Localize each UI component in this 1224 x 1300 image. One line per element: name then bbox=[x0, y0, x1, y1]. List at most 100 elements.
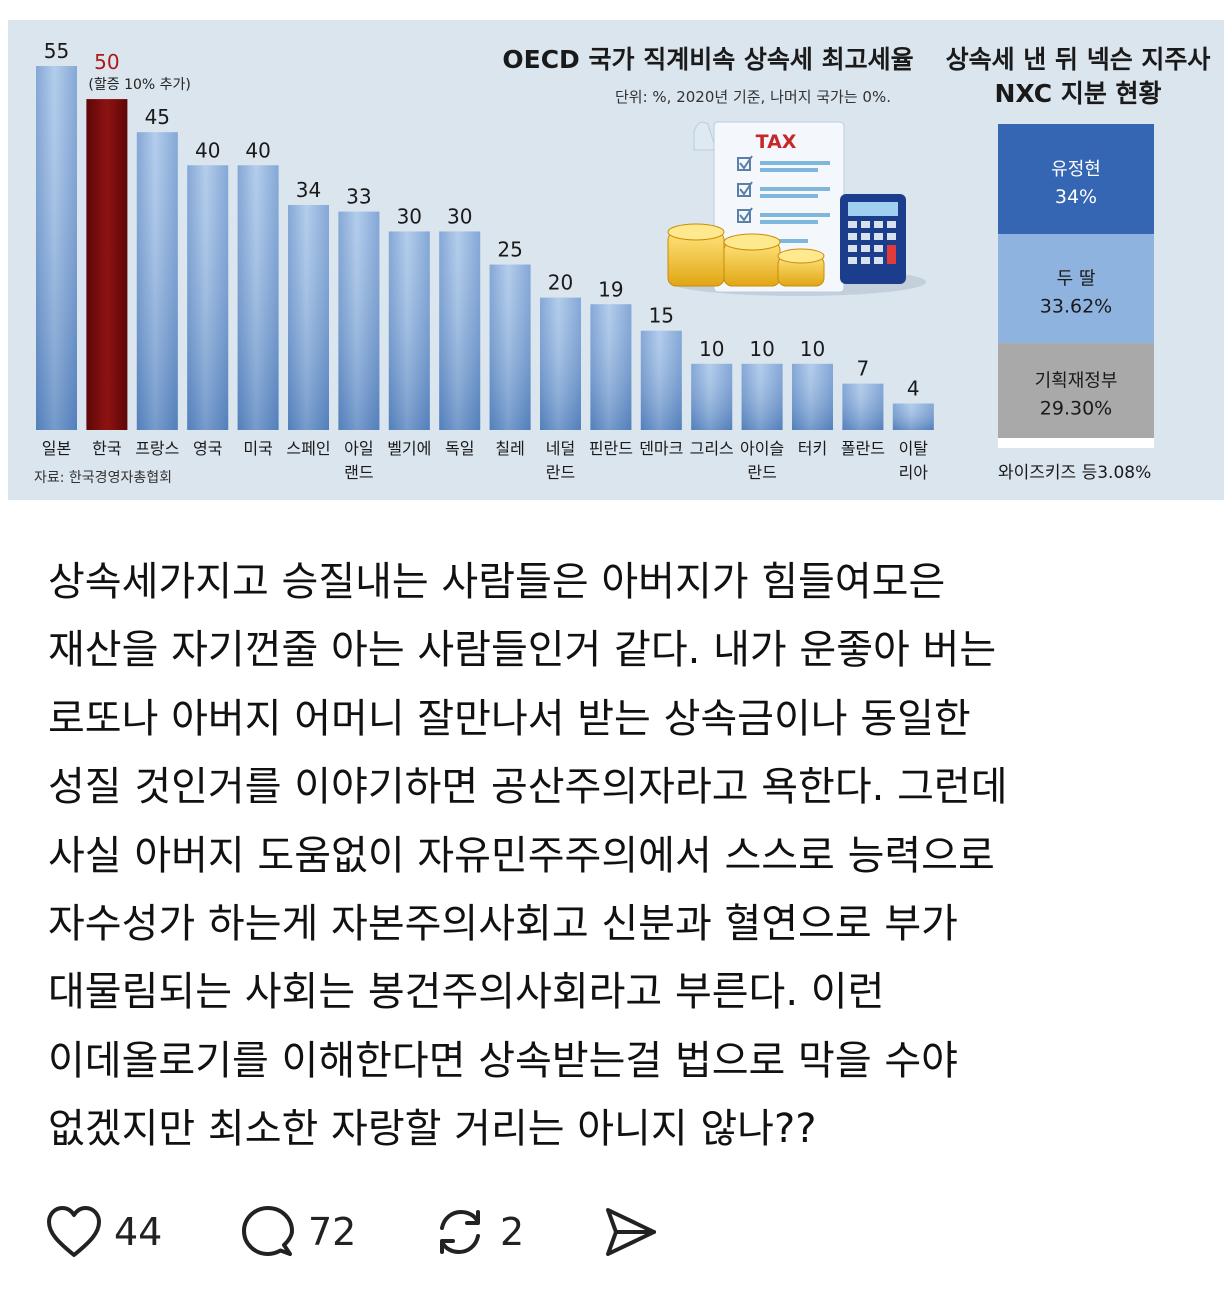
nxc-stacked-bar: 유정현 34% 두 딸 33.62% 기획재정부 29.30% bbox=[998, 124, 1154, 448]
category-label: 란드 bbox=[747, 463, 776, 482]
bar-shade bbox=[842, 383, 884, 430]
bar-shade bbox=[36, 66, 77, 430]
bar-shade bbox=[338, 211, 380, 430]
bar-shade bbox=[590, 304, 632, 430]
bar-value-label: 15 bbox=[649, 304, 674, 328]
category-label: 덴마크 bbox=[639, 439, 683, 458]
post-text-line: 상속세가지고 승질내는 사람들은 아버지가 힘들여모은 bbox=[48, 559, 946, 605]
bar-value-label: 50 bbox=[94, 50, 119, 74]
post-text-line: 로또나 아버지 어머니 잘만나서 받는 상속금이나 동일한 bbox=[48, 695, 971, 742]
bar-value-label: 33 bbox=[346, 185, 371, 209]
bar-shade bbox=[237, 165, 279, 431]
korea-surcharge-note: (할증 10% 추가) bbox=[88, 77, 190, 93]
nxc-segment-name: 두 딸 bbox=[1057, 269, 1096, 290]
category-label: 한국 bbox=[92, 439, 121, 458]
comment-button[interactable]: 72 bbox=[240, 1200, 356, 1264]
category-label: 스페인 bbox=[286, 439, 330, 458]
chart-title: OECD 국가 직계비속 상속세 최고세율 bbox=[502, 45, 913, 74]
bar-value-label: 34 bbox=[296, 178, 321, 202]
post-text-line: 성질 것인거를 이야기하면 공산주의자라고 욕한다. 그런데 bbox=[48, 764, 1008, 811]
source-note: 자료: 한국경영자총협회 bbox=[34, 470, 172, 486]
post-actions: 44 72 2 bbox=[46, 1200, 746, 1264]
nxc-segment-1 bbox=[998, 124, 1154, 235]
post-text-line: 대물림되는 사회는 봉건주의사회라고 부른다. 이런 bbox=[48, 969, 885, 1016]
category-label: 영국 bbox=[193, 439, 222, 458]
bar-value-label: 10 bbox=[800, 337, 825, 361]
nxc-segment-4 bbox=[998, 438, 1154, 448]
nxc-segment-percent: 29.30% bbox=[1040, 398, 1112, 420]
bar-value-label: 30 bbox=[447, 204, 472, 228]
bar-shade bbox=[741, 363, 783, 430]
comment-count: 72 bbox=[308, 1210, 357, 1254]
nxc-segment-percent: 34% bbox=[1055, 186, 1097, 208]
bar-shade bbox=[489, 264, 531, 430]
share-button[interactable] bbox=[602, 1200, 660, 1264]
category-label: 리아 bbox=[899, 463, 929, 482]
category-label: 랜드 bbox=[344, 463, 373, 482]
bar-shade bbox=[691, 363, 733, 430]
category-label: 프랑스 bbox=[135, 439, 179, 458]
top-edge bbox=[0, 0, 1224, 20]
category-label: 터키 bbox=[798, 439, 827, 458]
bar-value-label: 10 bbox=[699, 337, 724, 361]
bar-value-label: 40 bbox=[245, 138, 270, 162]
post-text-line: 자수성가 하는게 자본주의사회고 신분과 혈연으로 부가 bbox=[48, 901, 958, 948]
category-label: 벨기에 bbox=[387, 439, 431, 458]
category-label: 이탈 bbox=[899, 439, 929, 458]
send-icon bbox=[606, 1208, 656, 1256]
post-text-line: 이데올로기를 이해한다면 상속받는걸 법으로 막을 수야 bbox=[48, 1037, 958, 1084]
chart-subtitle: 단위: %, 2020년 기준, 나머지 국가는 0%. bbox=[615, 88, 891, 106]
nxc-segment-percent: 33.62% bbox=[1040, 296, 1112, 318]
bar-chart: 55 일본 50 한국 (할증 10% 추가) 45 프랑스 40 영국 40 미국 34 스페인 33 아… bbox=[36, 39, 934, 482]
like-count: 44 bbox=[114, 1210, 163, 1254]
infographic-image: 55 일본 50 한국 (할증 10% 추가) 45 프랑스 40 영국 40 미국 34 스페인 33 아… bbox=[8, 20, 1224, 500]
bar-shade bbox=[439, 231, 481, 430]
bar-value-label: 7 bbox=[857, 357, 870, 381]
nxc-segment-2 bbox=[998, 234, 1154, 344]
bar-value-label: 40 bbox=[195, 138, 220, 162]
bar-shade bbox=[187, 165, 229, 431]
bar-value-label: 55 bbox=[44, 39, 69, 63]
bar-value-label: 4 bbox=[907, 377, 920, 401]
nxc-segment-name: 기획재정부 bbox=[1035, 371, 1118, 392]
nxc-title-line-1: 상속세 낸 뒤 넥슨 지주사 bbox=[946, 45, 1211, 74]
bar-shade bbox=[892, 403, 934, 430]
category-label: 그리스 bbox=[690, 439, 734, 458]
bar-value-label: 10 bbox=[749, 337, 774, 361]
bar-value-label: 20 bbox=[548, 271, 573, 295]
repost-count: 2 bbox=[500, 1210, 525, 1254]
repost-button[interactable]: 2 bbox=[432, 1200, 524, 1264]
post-text-line: 재산을 자기껀줄 아는 사람들인거 같다. 내가 운좋아 버는 bbox=[48, 627, 997, 674]
repost-icon bbox=[440, 1210, 480, 1254]
category-label: 폴란드 bbox=[841, 439, 885, 458]
bar-shade bbox=[388, 231, 430, 430]
bar-value-label: 25 bbox=[497, 238, 522, 262]
nxc-title-line-2: NXC 지분 현황 bbox=[994, 79, 1161, 108]
category-label: 아이슬 bbox=[740, 439, 784, 458]
heart-icon bbox=[47, 1206, 101, 1257]
bar-value-label: 19 bbox=[598, 277, 623, 301]
category-label: 일본 bbox=[42, 439, 71, 458]
speech-bubble-icon bbox=[242, 1206, 294, 1256]
bar-shade bbox=[540, 297, 581, 430]
bar-value-label: 45 bbox=[145, 105, 170, 129]
tax-label: TAX bbox=[756, 131, 797, 153]
category-label: 칠레 bbox=[495, 439, 524, 458]
bar-shade bbox=[288, 204, 329, 430]
tax-receipt-illustration: TAX bbox=[667, 121, 926, 296]
infographic-chart: 55 일본 50 한국 (할증 10% 추가) 45 프랑스 40 영국 40 미국 34 스페인 33 아… bbox=[34, 39, 1211, 486]
category-label: 아일 bbox=[344, 439, 373, 458]
bar-2 bbox=[86, 99, 128, 430]
category-label: 란드 bbox=[546, 463, 575, 482]
like-button[interactable]: 44 bbox=[46, 1200, 162, 1264]
nxc-segment-name: 유정현 bbox=[1051, 159, 1101, 180]
category-label: 핀란드 bbox=[589, 439, 633, 458]
bar-shade bbox=[792, 363, 833, 430]
bar-shade bbox=[640, 330, 682, 430]
category-label: 네덜 bbox=[546, 439, 575, 458]
category-label: 미국 bbox=[243, 439, 272, 458]
nxc-bottom-label: 와이즈키즈 등3.08% bbox=[998, 463, 1151, 483]
bar-value-label: 30 bbox=[397, 204, 422, 228]
nxc-segment-3 bbox=[998, 343, 1154, 439]
